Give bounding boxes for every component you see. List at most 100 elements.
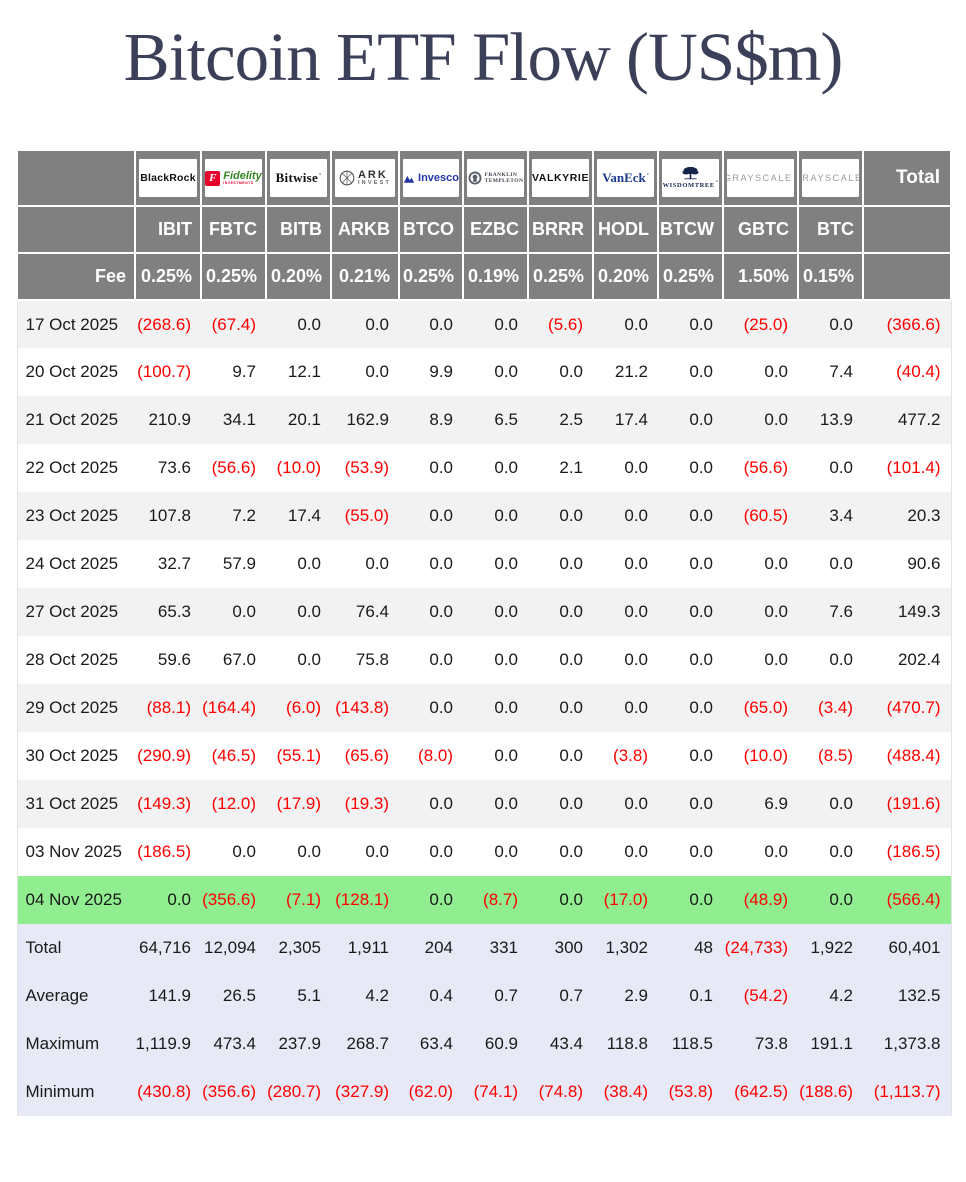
- value-cell: 0.0: [494, 458, 518, 477]
- invesco-wordmark: Invesco: [418, 172, 459, 184]
- value-cell: 0.0: [232, 602, 256, 621]
- value-cell: 75.8: [355, 650, 389, 669]
- ticker-row-label-cell: [16, 205, 136, 254]
- fee-arkb: 0.21%: [330, 252, 400, 301]
- value-cell: 237.9: [278, 1034, 321, 1053]
- date-cell: 29 Oct 2025: [25, 698, 119, 717]
- bitwise-wordmark: Bitwise°: [275, 170, 322, 185]
- value-cell: 9.7: [232, 362, 256, 381]
- value-cell: 59.6: [157, 650, 191, 669]
- ticker-ibit: IBIT: [134, 205, 202, 254]
- value-cell: 0.0: [829, 650, 853, 669]
- value-cell: 0.0: [429, 314, 453, 334]
- value-cell: (10.0): [743, 746, 788, 765]
- value-cell: 26.5: [222, 986, 256, 1005]
- value-cell: 0.0: [689, 458, 713, 477]
- summary-label-cell: Total: [25, 938, 62, 957]
- value-cell: 0.1: [689, 986, 713, 1005]
- invesco-logo: Invesco: [403, 159, 459, 197]
- fee-fbtc: 0.25%: [200, 252, 267, 301]
- value-cell: 20.3: [907, 506, 941, 525]
- value-cell: (100.7): [137, 362, 191, 381]
- value-cell: 477.2: [897, 410, 941, 429]
- data-row: 22 Oct 2025 73.6 (56.6) (10.0) (53.9) 0.0 0.0 2…: [17, 444, 951, 492]
- value-cell: 1,911: [347, 938, 389, 957]
- value-cell: 0.0: [232, 842, 256, 861]
- corner-cell: [16, 149, 136, 207]
- data-row: 20 Oct 2025 (100.7) 9.7 12.1 0.0 9.9 0.0 0.0 21.…: [17, 348, 951, 396]
- wisdomtree-header-cell: WISDOMTREE°: [657, 149, 724, 207]
- bitwise-header-cell: Bitwise°: [265, 149, 332, 207]
- data-row: 23 Oct 2025 107.8 7.2 17.4 (55.0) 0.0 0.0 0.0 0.…: [17, 492, 951, 540]
- value-cell: 60,401: [888, 938, 941, 957]
- value-cell: (54.2): [743, 986, 788, 1005]
- value-cell: 0.0: [494, 842, 518, 861]
- value-cell: 204: [424, 938, 453, 957]
- value-cell: (74.1): [473, 1082, 518, 1101]
- ticker-row: IBIT FBTC BITB ARKB BTCO EZBC BRRR HODL BTCW GBTC…: [16, 205, 952, 254]
- value-cell: 0.0: [297, 650, 321, 669]
- wisdomtree-logo: WISDOMTREE°: [662, 159, 719, 197]
- franklin-templeton-header-cell: FRANKLIN TEMPLETON: [462, 149, 529, 207]
- value-cell: 0.0: [764, 650, 788, 669]
- value-cell: 0.0: [624, 794, 648, 813]
- fidelity-subtext: INVESTMENTS: [223, 180, 254, 185]
- value-cell: 0.0: [689, 698, 713, 717]
- value-cell: 0.0: [297, 554, 321, 573]
- value-cell: 202.4: [897, 650, 941, 669]
- value-cell: 0.0: [559, 746, 583, 765]
- value-cell: 57.9: [222, 554, 256, 573]
- ticker-brrr: BRRR: [527, 205, 594, 254]
- value-cell: (3.8): [613, 746, 648, 765]
- value-cell: (101.4): [886, 458, 941, 477]
- value-cell: 0.0: [624, 458, 648, 477]
- fee-row: Fee 0.25% 0.25% 0.20% 0.21% 0.25% 0.19% 0.25% 0.…: [16, 252, 952, 301]
- value-cell: 0.0: [829, 554, 853, 573]
- etf-flow-table: BlackRock F Fidelity INVESTMENTS Bitwise° ARK…: [16, 149, 952, 1116]
- date-cell: 31 Oct 2025: [25, 794, 119, 813]
- value-cell: 21.2: [614, 362, 648, 381]
- data-row: 24 Oct 2025 32.7 57.9 0.0 0.0 0.0 0.0 0.0 0.0 0.0…: [17, 540, 951, 588]
- fee-row-label: Fee: [16, 252, 136, 301]
- value-cell: 0.0: [829, 458, 853, 477]
- grayscale-header-cell: GRAYSCALE°: [722, 149, 799, 207]
- value-cell: (67.4): [211, 314, 256, 334]
- value-cell: 1,922: [810, 938, 853, 957]
- value-cell: 0.0: [829, 314, 853, 334]
- value-cell: 0.0: [764, 362, 788, 381]
- value-cell: 210.9: [148, 410, 191, 429]
- value-cell: 0.0: [297, 314, 321, 334]
- value-cell: (46.5): [211, 746, 256, 765]
- value-cell: (7.1): [286, 890, 321, 909]
- value-cell: 0.0: [689, 506, 713, 525]
- value-cell: 0.0: [429, 554, 453, 573]
- value-cell: 64,716: [139, 938, 191, 957]
- valkyrie-header-cell: VALKYRIE: [527, 149, 594, 207]
- value-cell: 0.0: [689, 314, 713, 334]
- value-cell: (17.9): [276, 794, 321, 813]
- value-cell: (186.5): [886, 842, 941, 861]
- value-cell: 0.0: [764, 410, 788, 429]
- value-cell: 0.0: [764, 842, 788, 861]
- table-header: BlackRock F Fidelity INVESTMENTS Bitwise° ARK…: [16, 149, 952, 301]
- data-row: 17 Oct 2025 (268.6) (67.4) 0.0 0.0 0.0 0.0 (5.6…: [17, 300, 951, 348]
- value-cell: 0.0: [689, 842, 713, 861]
- value-cell: (55.0): [344, 506, 389, 525]
- value-cell: 0.0: [494, 554, 518, 573]
- value-cell: 331: [489, 938, 518, 957]
- value-cell: 0.0: [559, 506, 583, 525]
- value-cell: 2.9: [624, 986, 648, 1005]
- value-cell: 12,094: [204, 938, 256, 957]
- maximum-row: Maximum 1,119.9 473.4 237.9 268.7 63.4 60.9 43.…: [17, 1020, 951, 1068]
- value-cell: 60.9: [484, 1034, 518, 1053]
- ticker-gbtc: GBTC: [722, 205, 799, 254]
- value-cell: 0.0: [559, 698, 583, 717]
- value-cell: (191.6): [886, 794, 941, 813]
- value-cell: 0.0: [624, 650, 648, 669]
- value-cell: 0.0: [365, 314, 389, 334]
- value-cell: (74.8): [538, 1082, 583, 1101]
- value-cell: 118.5: [671, 1034, 713, 1053]
- value-cell: 0.0: [559, 794, 583, 813]
- value-cell: 0.0: [764, 602, 788, 621]
- value-cell: 0.0: [494, 314, 518, 334]
